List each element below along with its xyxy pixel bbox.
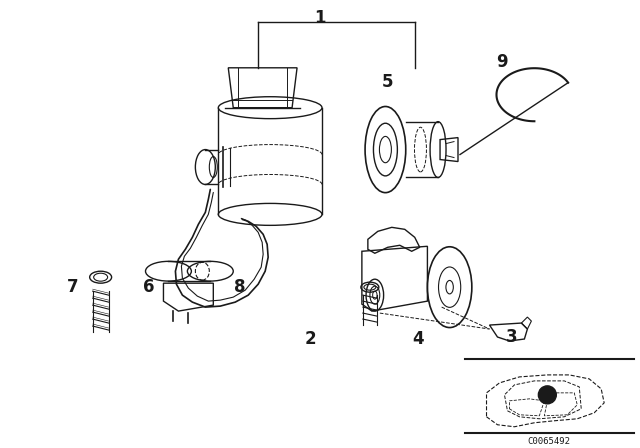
Text: C0065492: C0065492 [528, 437, 571, 446]
Text: 6: 6 [143, 278, 154, 296]
Text: 1: 1 [314, 9, 326, 27]
Text: 5: 5 [382, 73, 394, 91]
Text: 8: 8 [234, 278, 246, 296]
Circle shape [538, 386, 556, 404]
Text: 4: 4 [412, 330, 424, 348]
Text: 3: 3 [506, 328, 517, 346]
Text: 9: 9 [495, 53, 508, 71]
Text: 2: 2 [304, 330, 316, 348]
Text: 7: 7 [67, 278, 79, 296]
